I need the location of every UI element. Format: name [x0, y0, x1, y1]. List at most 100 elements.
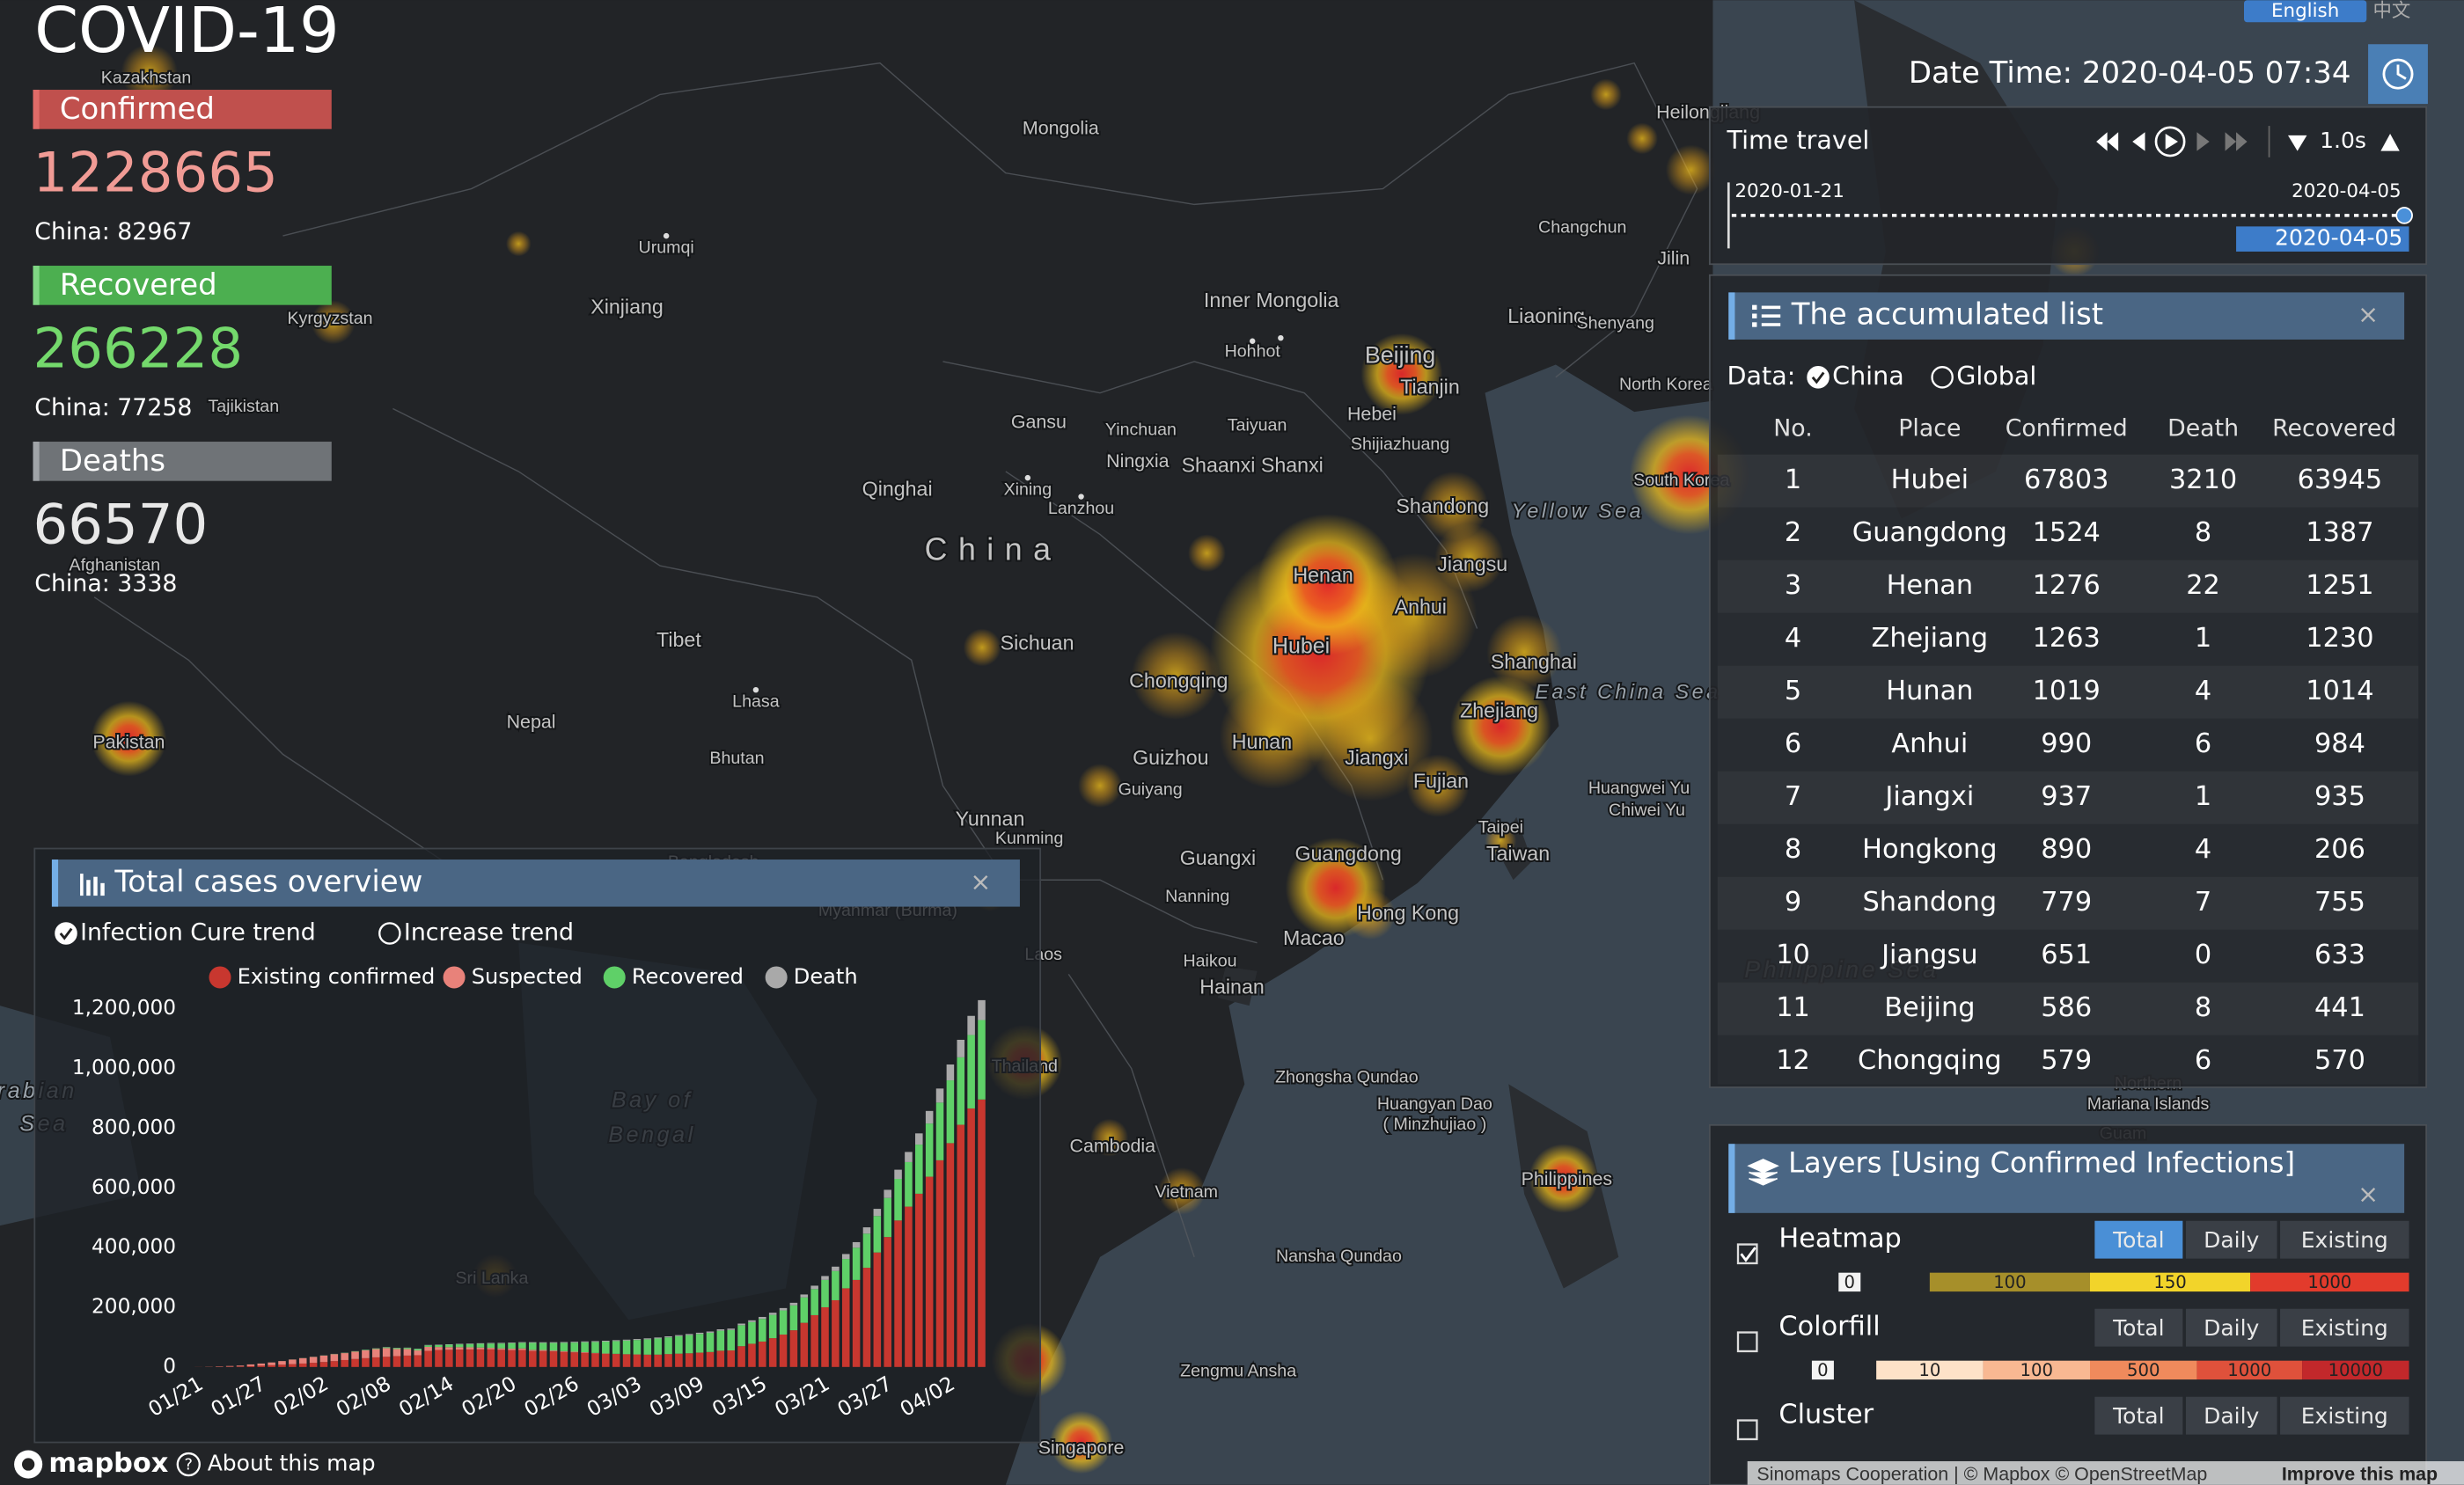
heat-blob	[121, 44, 178, 101]
option-label[interactable]: Global	[1956, 361, 2036, 391]
bar-segment	[539, 1342, 547, 1343]
cell: Chongqing	[1858, 1045, 2002, 1076]
option-toggle[interactable]	[1931, 366, 1954, 389]
layer-checkbox[interactable]	[1736, 1331, 1758, 1353]
app-title: COVID-19	[34, 0, 339, 67]
map-label: Xinjiang	[590, 295, 664, 318]
layer-checkbox[interactable]	[1736, 1419, 1758, 1441]
bar-segment	[424, 1346, 432, 1351]
heat-blob	[1049, 1410, 1113, 1474]
bar-segment	[508, 1348, 516, 1350]
fast-forward[interactable]	[2225, 132, 2248, 151]
panel-title-bar	[1728, 1144, 2405, 1213]
bar-segment	[382, 1357, 391, 1367]
play[interactable]	[2154, 126, 2186, 157]
mapbox-text[interactable]: mapbox	[48, 1448, 168, 1479]
close[interactable]: ×	[2358, 1179, 2379, 1209]
layer-button-label[interactable]: Total	[2112, 1403, 2164, 1429]
bar-segment	[309, 1357, 318, 1364]
bar-segment	[518, 1348, 526, 1350]
layer-button[interactable]	[2280, 1220, 2409, 1259]
layer-button-label[interactable]: Existing	[2301, 1227, 2388, 1253]
playback-controls[interactable]	[2096, 126, 2400, 157]
cell: 1387	[2306, 517, 2373, 548]
lang-chinese[interactable]: 中文	[2372, 0, 2410, 22]
bar-segment	[737, 1346, 745, 1367]
layer-button[interactable]	[2280, 1308, 2409, 1347]
time-travel-title: Time travel	[1727, 125, 1870, 155]
cell: 937	[2041, 781, 2092, 812]
layer-button[interactable]	[2094, 1396, 2183, 1435]
layer-button[interactable]	[2094, 1308, 2183, 1347]
option-label[interactable]: Infection Cure trend	[80, 918, 316, 946]
chart-title: Total cases overview	[114, 864, 422, 898]
bar-segment	[654, 1337, 662, 1339]
layer-button-label[interactable]: Existing	[2301, 1403, 2388, 1429]
layer-button[interactable]	[2280, 1396, 2409, 1435]
panel	[1708, 274, 2428, 1088]
bar-segment	[810, 1314, 818, 1367]
lang-tab[interactable]	[2244, 0, 2367, 23]
close[interactable]: ×	[2358, 299, 2379, 329]
bar-segment	[236, 1366, 245, 1367]
layer-button-label[interactable]: Total	[2112, 1315, 2164, 1341]
bar-segment	[581, 1351, 589, 1353]
option-toggle[interactable]	[55, 922, 77, 945]
speed: 1.0s	[2320, 128, 2366, 153]
bar-segment	[967, 1108, 975, 1367]
option-label[interactable]: China	[1832, 361, 1904, 391]
map-label: Taipei	[1478, 818, 1523, 838]
option-toggle[interactable]	[1807, 366, 1830, 389]
map-label: Shandong	[1396, 494, 1489, 517]
option-toggle[interactable]	[378, 922, 401, 945]
map-label: Jilin	[1657, 248, 1690, 269]
map-label: Beijing	[1365, 342, 1435, 369]
step-back[interactable]	[2132, 132, 2145, 151]
slider-handle[interactable]	[2395, 207, 2413, 224]
map-label: Yunnan	[956, 808, 1025, 830]
bar-segment	[706, 1332, 715, 1352]
layer-button-label[interactable]: Daily	[2204, 1227, 2259, 1253]
map-label: Yinchuan	[1105, 421, 1177, 440]
bar-segment	[341, 1353, 348, 1360]
bar-segment	[622, 1354, 631, 1367]
info-icon: ?	[185, 1455, 193, 1474]
bar-segment	[706, 1331, 715, 1333]
layer-button[interactable]	[2185, 1396, 2277, 1435]
map-label: Anhui	[1395, 595, 1447, 618]
layer-button-label[interactable]: Total	[2112, 1227, 2164, 1253]
map-label: Lanzhou	[1048, 499, 1114, 518]
layer-button-label[interactable]: Existing	[2301, 1315, 2388, 1341]
improve-link[interactable]: Improve this map	[2282, 1464, 2438, 1485]
layer-button[interactable]	[2185, 1308, 2277, 1347]
rewind[interactable]	[2096, 132, 2119, 151]
cell: 1	[2195, 623, 2211, 654]
layer-button[interactable]	[2094, 1220, 2183, 1259]
about-link[interactable]: About this map	[208, 1451, 376, 1476]
cell: 63945	[2298, 465, 2383, 495]
lang-english[interactable]: English	[2271, 0, 2339, 22]
layer-checkbox[interactable]	[1736, 1243, 1758, 1265]
slower[interactable]	[2288, 135, 2307, 151]
bar-segment	[643, 1338, 652, 1340]
legend-swatch	[209, 966, 231, 989]
close[interactable]: ×	[970, 867, 991, 896]
bar-segment	[351, 1358, 359, 1367]
map-label: ( Minzhujiao )	[1382, 1115, 1486, 1134]
layer-button-label[interactable]: Daily	[2204, 1315, 2259, 1341]
column-header: Place	[1898, 414, 1961, 442]
layer-button-label[interactable]: Daily	[2204, 1403, 2259, 1429]
faster[interactable]	[2380, 134, 2400, 151]
bar-segment	[570, 1342, 579, 1352]
check-mark	[1811, 371, 1825, 384]
bar-segment	[884, 1237, 891, 1367]
option-label[interactable]: Increase trend	[404, 918, 574, 946]
bar-segment	[727, 1350, 735, 1367]
bar-segment	[957, 1039, 965, 1057]
island	[1217, 816, 1619, 1289]
bar-segment	[685, 1335, 693, 1354]
heat-blob	[1131, 632, 1220, 721]
bar-segment	[445, 1344, 453, 1348]
step-forward[interactable]	[2196, 132, 2210, 151]
layer-button[interactable]	[2185, 1220, 2277, 1259]
